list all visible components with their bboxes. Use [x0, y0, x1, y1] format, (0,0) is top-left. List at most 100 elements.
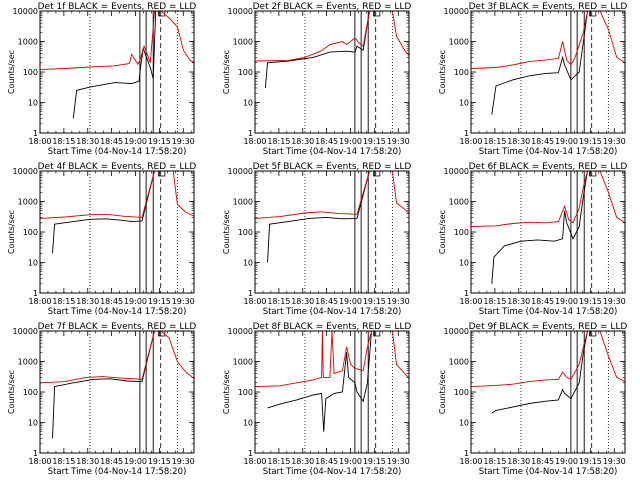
plot-frame	[470, 170, 626, 294]
x-tick-label: 18:45	[315, 297, 338, 306]
x-tick-label: 18:00	[459, 137, 482, 146]
lld-series-line	[471, 331, 625, 388]
x-tick-label: 19:15	[579, 137, 602, 146]
x-tick-label: 18:45	[531, 137, 554, 146]
y-tick-label: 10000	[13, 167, 38, 176]
plot-frame	[254, 10, 410, 134]
y-tick-label: 100	[454, 228, 469, 237]
events-series-line	[491, 331, 605, 414]
y-tick-label: 10000	[228, 7, 253, 16]
lld-series-line	[255, 331, 409, 388]
chart-panel-4: Det 4f BLACK = Events, RED = LLD 1 10 100 10…	[7, 162, 196, 317]
y-tick-label: 10	[243, 99, 253, 108]
chart-title: Det 7f BLACK = Events, RED = LLD	[38, 322, 197, 332]
chart-title: Det 5f BLACK = Events, RED = LLD	[253, 162, 412, 172]
y-tick-label: 100	[23, 228, 38, 237]
x-tick-label: 18:45	[100, 137, 123, 146]
x-tick-label: 18:45	[315, 457, 338, 466]
x-tick-label: 18:30	[76, 297, 99, 306]
time-bracket-marker	[158, 331, 166, 337]
events-series-line	[267, 331, 393, 432]
y-tick-label: 100	[238, 228, 253, 237]
y-axis-label: Counts/sec	[7, 370, 16, 414]
chart-panel-6: Det 6f BLACK = Events, RED = LLD 1 10 100 10…	[438, 162, 627, 317]
lld-series-line	[471, 11, 625, 69]
time-bracket-marker	[373, 171, 381, 177]
x-axis-label: Start Time (04-Nov-14 17:58:20)	[263, 467, 402, 477]
y-tick-label: 10	[243, 419, 253, 428]
y-tick-label: 10000	[13, 327, 38, 336]
x-tick-label: 18:15	[483, 297, 506, 306]
time-bracket-marker	[158, 171, 166, 177]
x-tick-label: 19:15	[579, 457, 602, 466]
x-tick-label: 18:15	[267, 457, 290, 466]
x-tick-label: 19:15	[363, 137, 386, 146]
y-tick-label: 10000	[228, 167, 253, 176]
y-axis-label: Counts/sec	[7, 50, 16, 94]
chart-panel-2: Det 2f BLACK = Events, RED = LLD 1 10 100 10…	[222, 2, 411, 157]
y-tick-label: 1000	[449, 38, 469, 47]
y-tick-label: 1	[33, 129, 38, 138]
y-tick-label: 10000	[13, 7, 38, 16]
lld-series-line	[40, 11, 194, 71]
events-series-line	[264, 11, 393, 88]
y-tick-label: 1000	[449, 358, 469, 367]
x-tick-label: 18:45	[315, 137, 338, 146]
y-tick-label: 100	[23, 68, 38, 77]
y-axis-label: Counts/sec	[438, 50, 447, 94]
time-bracket-marker	[158, 11, 166, 17]
chart-panel-5: Det 5f BLACK = Events, RED = LLD 1 10 100 10…	[222, 162, 411, 317]
x-tick-label: 18:30	[76, 457, 99, 466]
chart-title: Det 2f BLACK = Events, RED = LLD	[253, 2, 412, 12]
x-tick-label: 19:00	[124, 297, 147, 306]
x-axis-label: Start Time (04-Nov-14 17:58:20)	[479, 147, 618, 157]
y-tick-label: 10000	[444, 327, 469, 336]
plot-frame	[470, 330, 626, 454]
x-tick-label: 19:30	[172, 297, 195, 306]
x-tick-label: 18:00	[243, 137, 266, 146]
plot-frame	[470, 10, 626, 134]
y-tick-label: 1000	[18, 38, 38, 47]
x-tick-label: 19:00	[339, 457, 362, 466]
y-tick-label: 10000	[228, 327, 253, 336]
x-tick-label: 18:30	[507, 457, 530, 466]
y-axis-label: Counts/sec	[222, 210, 231, 254]
y-axis-label: Counts/sec	[222, 370, 231, 414]
y-tick-label: 1	[248, 129, 253, 138]
plot-frame	[254, 170, 410, 294]
y-tick-label: 1	[464, 289, 469, 298]
x-tick-label: 18:30	[291, 137, 314, 146]
events-series-line	[267, 171, 393, 263]
plot-frame	[39, 170, 195, 294]
time-bracket-marker	[589, 331, 597, 337]
x-tick-label: 19:30	[603, 457, 626, 466]
x-tick-label: 19:30	[603, 137, 626, 146]
events-series-line	[52, 171, 178, 254]
y-tick-label: 1000	[233, 358, 253, 367]
time-bracket-marker	[589, 11, 597, 17]
y-tick-label: 1	[33, 289, 38, 298]
time-bracket-marker	[373, 11, 381, 17]
x-tick-label: 19:30	[172, 137, 195, 146]
x-tick-label: 19:30	[387, 137, 410, 146]
x-tick-label: 19:00	[124, 457, 147, 466]
x-tick-label: 19:15	[148, 297, 171, 306]
x-tick-label: 19:00	[124, 137, 147, 146]
y-tick-label: 1000	[18, 358, 38, 367]
y-axis-label: Counts/sec	[438, 370, 447, 414]
x-tick-label: 18:15	[483, 137, 506, 146]
x-tick-label: 18:45	[531, 457, 554, 466]
plot-frame	[39, 10, 195, 134]
y-tick-label: 100	[238, 68, 253, 77]
lld-series-line	[255, 11, 409, 62]
plot-frame	[39, 330, 195, 454]
x-tick-label: 19:30	[172, 457, 195, 466]
y-tick-label: 10	[243, 259, 253, 268]
chart-panel-3: Det 3f BLACK = Events, RED = LLD 1 10 100 10…	[438, 2, 627, 157]
time-bracket-marker	[589, 171, 597, 177]
events-series-line	[491, 171, 609, 284]
y-axis-label: Counts/sec	[7, 210, 16, 254]
y-tick-label: 10	[28, 419, 38, 428]
y-tick-label: 1000	[233, 38, 253, 47]
y-tick-label: 10	[28, 99, 38, 108]
